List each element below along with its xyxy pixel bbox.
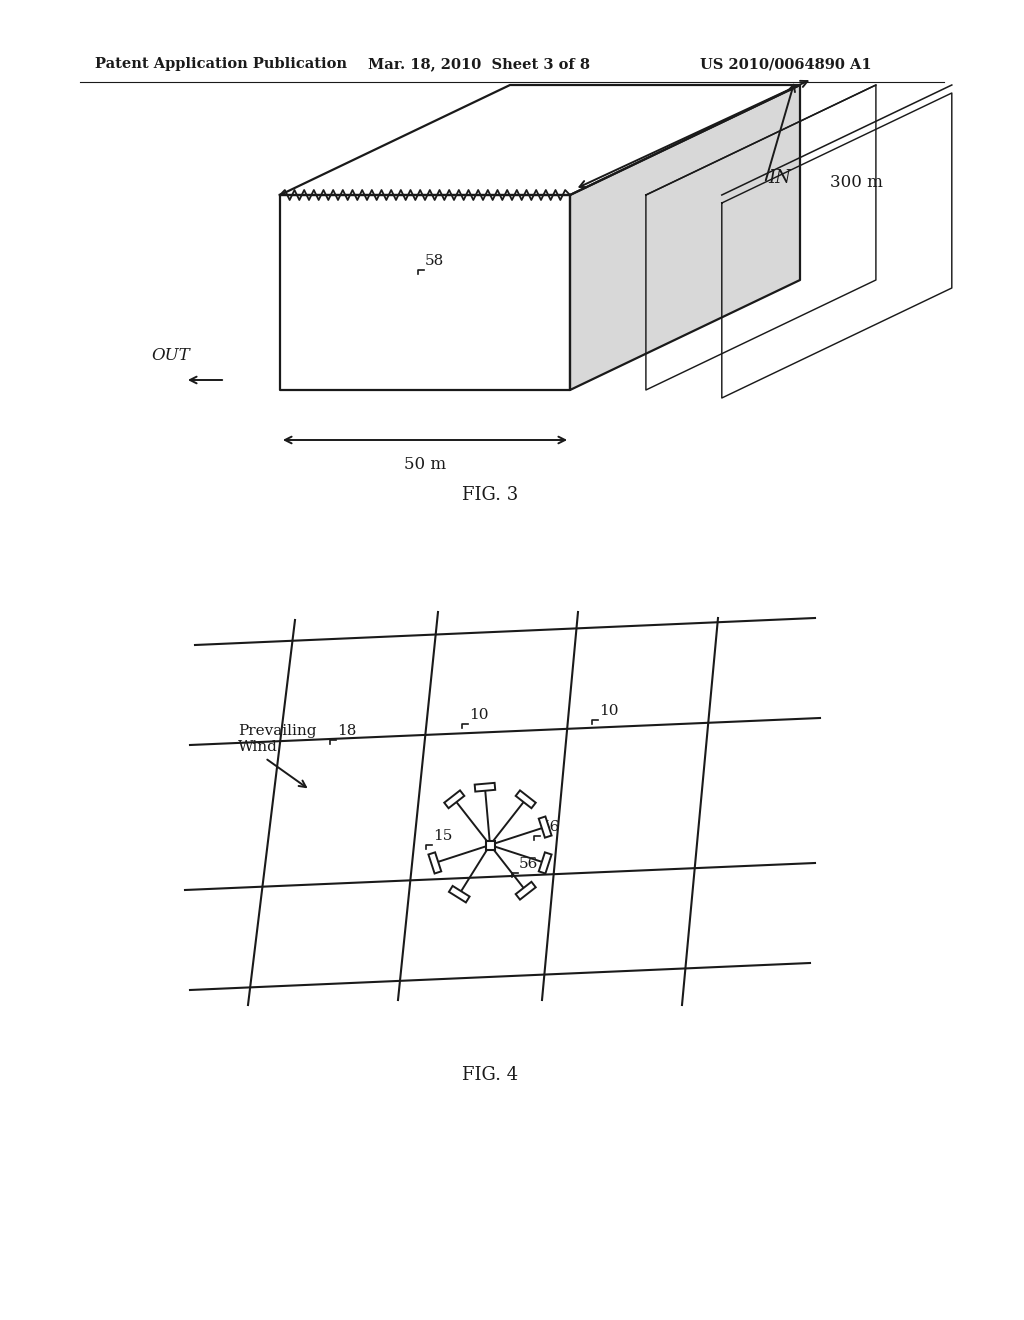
Text: 58: 58 [425, 253, 444, 268]
Text: 300 m: 300 m [830, 174, 883, 191]
Text: IN: IN [768, 169, 791, 187]
Polygon shape [516, 882, 536, 900]
Text: Mar. 18, 2010  Sheet 3 of 8: Mar. 18, 2010 Sheet 3 of 8 [368, 57, 590, 71]
Text: US 2010/0064890 A1: US 2010/0064890 A1 [700, 57, 871, 71]
Polygon shape [444, 791, 464, 808]
Polygon shape [475, 783, 496, 792]
Text: OUT: OUT [152, 346, 190, 363]
Polygon shape [280, 195, 570, 389]
Text: FIG. 4: FIG. 4 [462, 1067, 518, 1084]
Text: 50 m: 50 m [403, 455, 446, 473]
Text: 10: 10 [599, 704, 618, 718]
Polygon shape [539, 817, 552, 838]
Polygon shape [516, 791, 536, 808]
Text: 18: 18 [337, 723, 356, 738]
Text: 15: 15 [433, 829, 453, 843]
Polygon shape [280, 84, 800, 195]
Text: Prevailing
Wind: Prevailing Wind [238, 723, 316, 754]
Polygon shape [570, 84, 800, 389]
Text: 56: 56 [541, 820, 560, 834]
Polygon shape [449, 886, 470, 903]
Text: FIG. 3: FIG. 3 [462, 486, 518, 504]
Text: 10: 10 [469, 708, 488, 722]
Text: 56: 56 [519, 857, 539, 871]
Polygon shape [539, 853, 552, 874]
Bar [485, 841, 495, 850]
Text: Patent Application Publication: Patent Application Publication [95, 57, 347, 71]
Polygon shape [428, 853, 441, 874]
